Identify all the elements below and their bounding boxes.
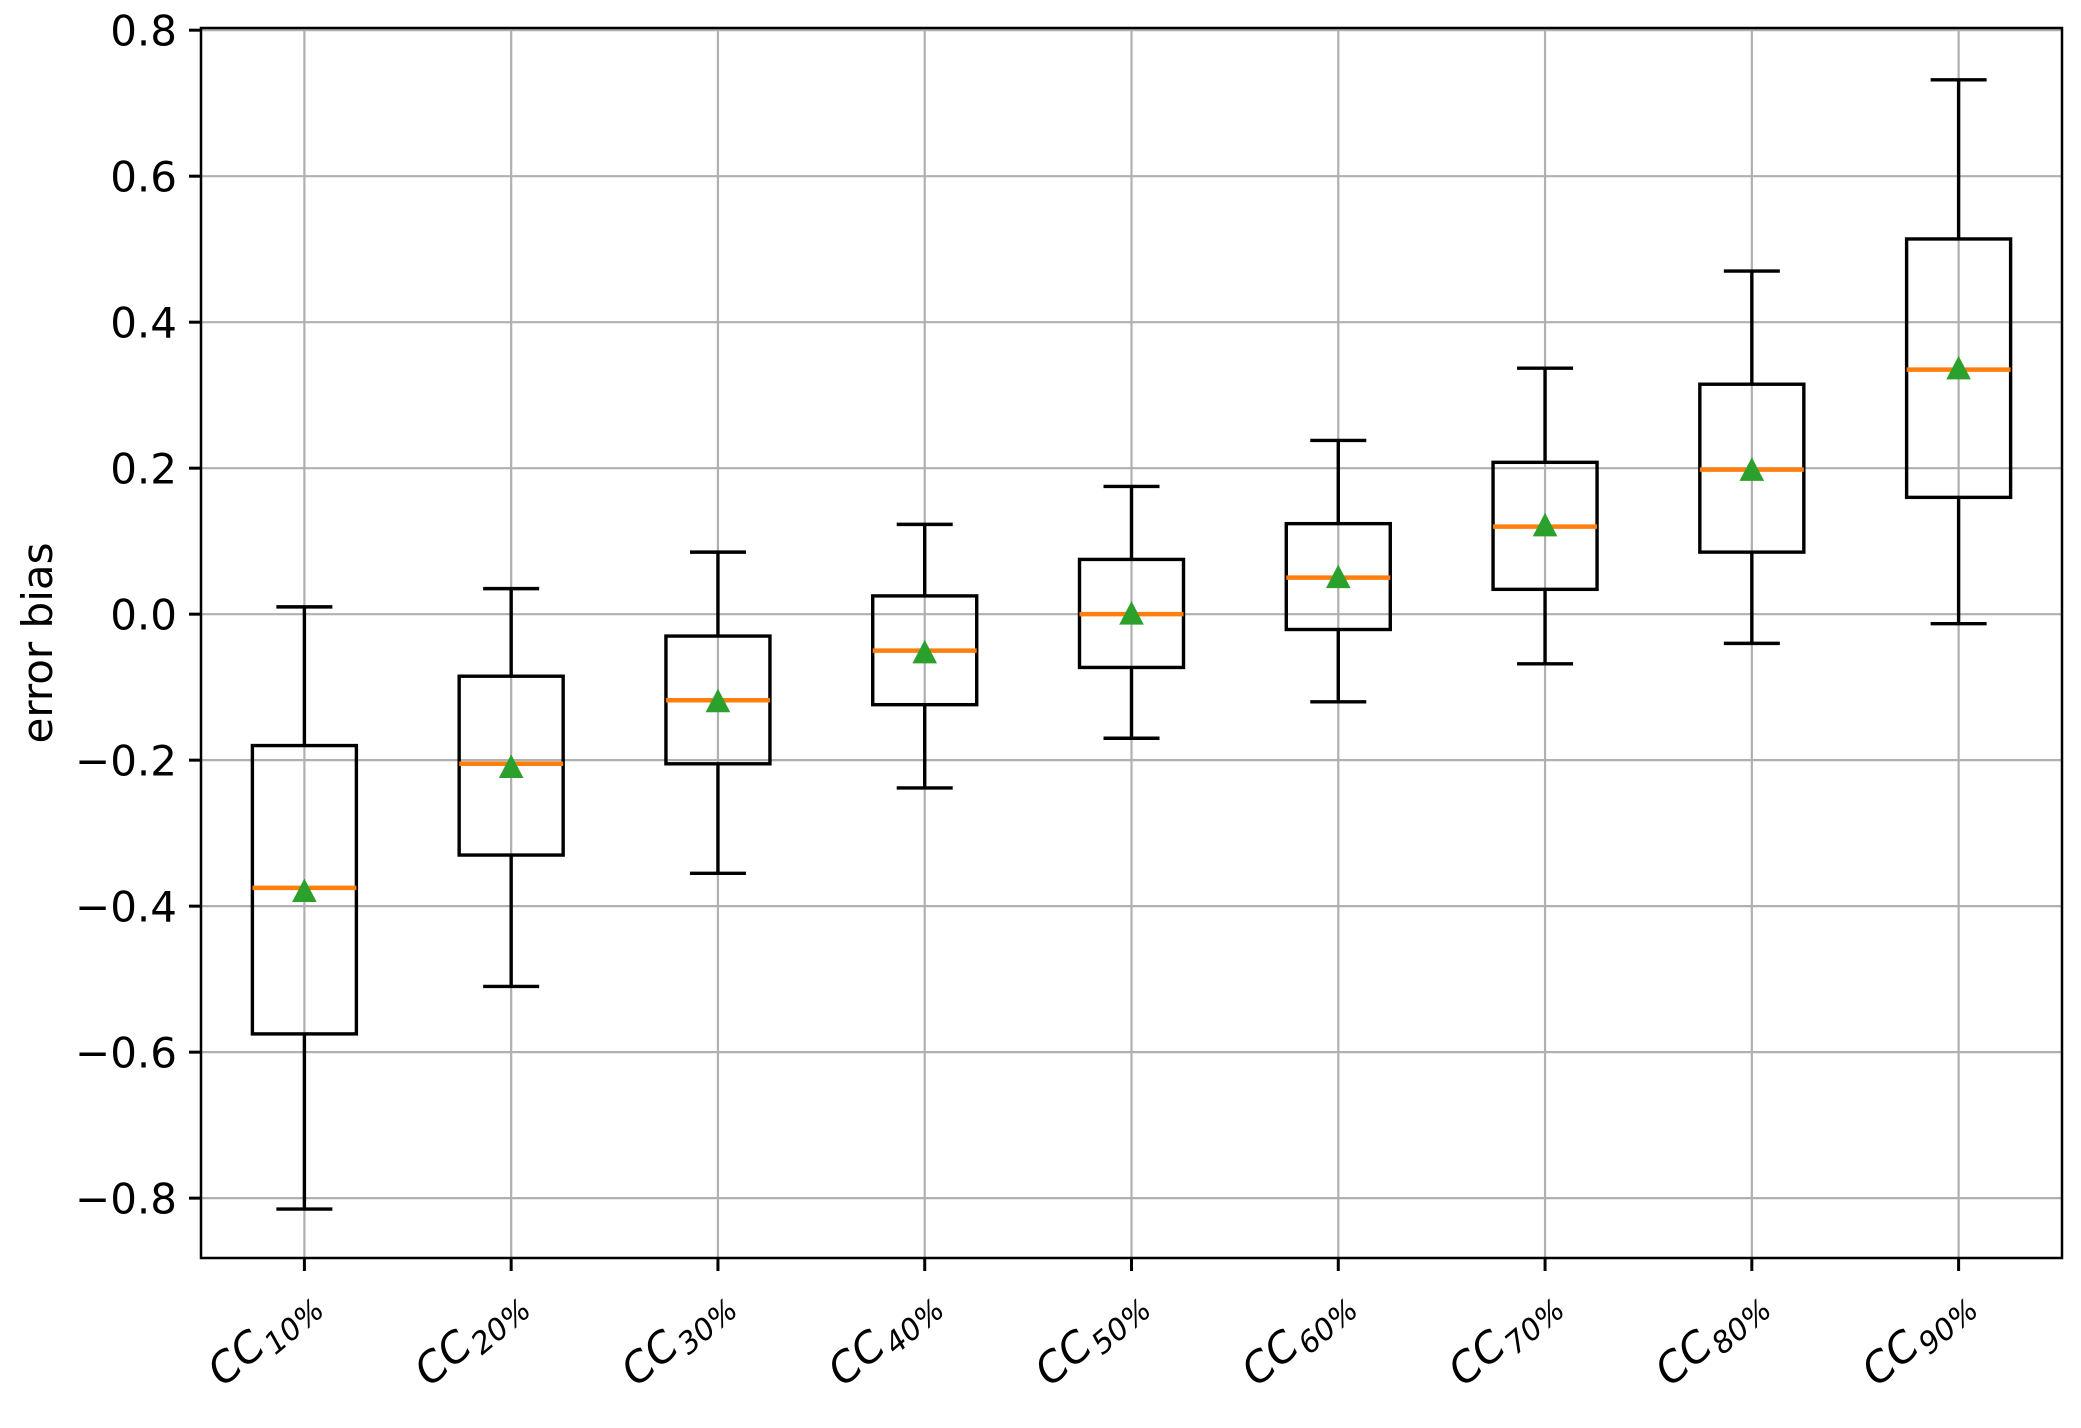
y-tick-label: 0.6 [110, 152, 177, 201]
y-tick-label: −0.2 [75, 736, 177, 785]
y-tick-label: −0.4 [75, 882, 177, 931]
mean-marker-cc60 [1325, 564, 1351, 589]
y-tick-label: 0.4 [110, 298, 177, 347]
y-tick-label: 0.8 [110, 6, 177, 55]
mean-marker-cc20 [498, 754, 524, 778]
mean-marker-cc40 [912, 639, 938, 664]
mean-marker-cc90 [1946, 355, 1971, 380]
y-axis-label: error bias [13, 543, 62, 744]
mean-marker-cc30 [705, 688, 731, 713]
mean-marker-cc50 [1119, 601, 1144, 625]
y-tick-label: 0.0 [110, 590, 177, 639]
mean-marker-cc80 [1739, 457, 1765, 481]
y-tick-label: −0.8 [75, 1174, 177, 1223]
mean-marker-cc70 [1532, 512, 1558, 537]
mean-marker-cc10 [292, 878, 317, 903]
y-tick-label: 0.2 [110, 444, 177, 493]
y-tick-label: −0.6 [75, 1028, 177, 1077]
